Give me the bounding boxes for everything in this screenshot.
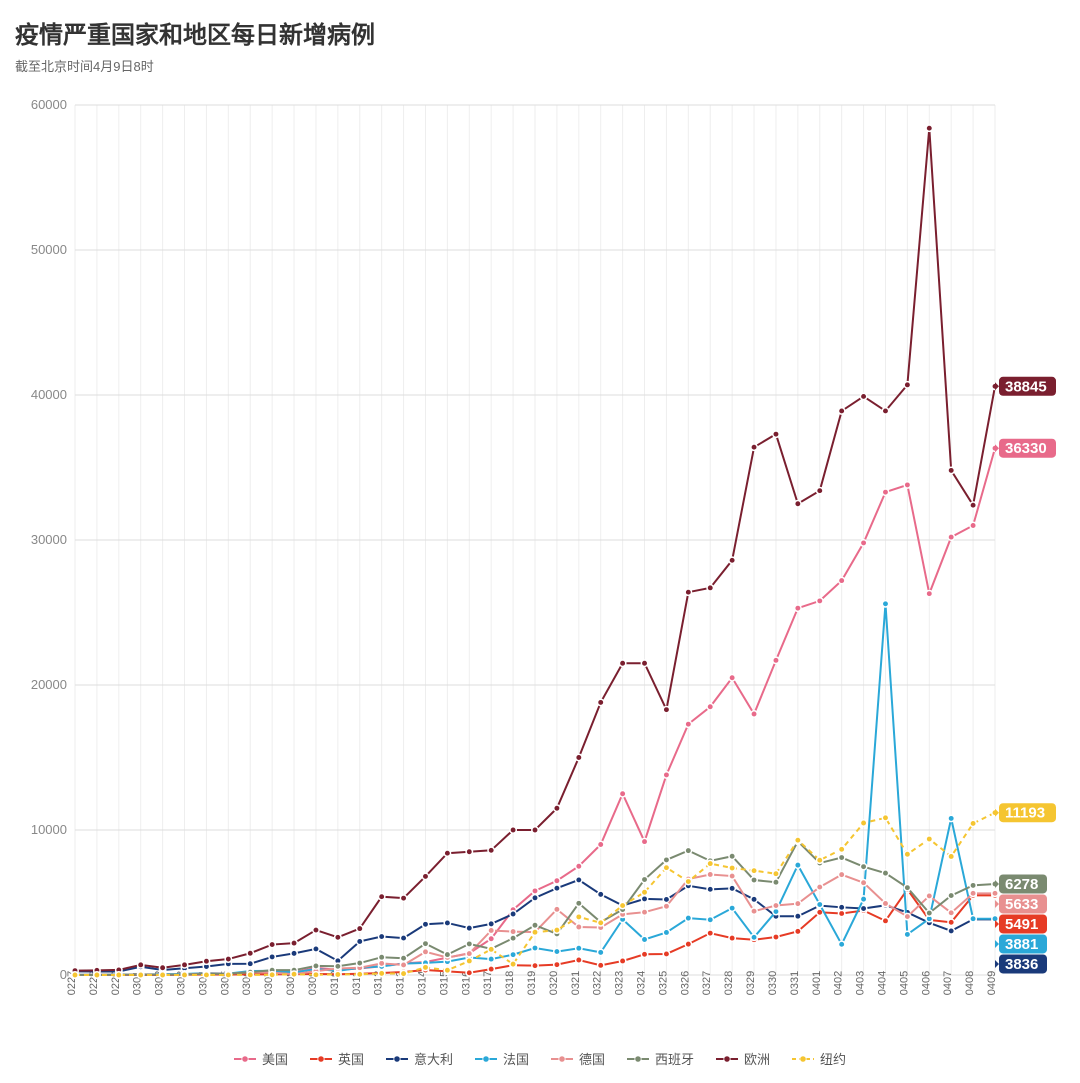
svg-text:0405: 0405 <box>898 971 910 995</box>
chart-container: 0100002000030000400005000060000022702280… <box>15 95 1065 1035</box>
svg-text:38845: 38845 <box>1005 378 1047 395</box>
svg-text:0330: 0330 <box>767 971 779 995</box>
svg-text:3881: 3881 <box>1005 936 1038 953</box>
svg-text:5633: 5633 <box>1005 896 1038 913</box>
svg-text:0408: 0408 <box>964 971 976 995</box>
svg-text:0402: 0402 <box>833 971 845 995</box>
svg-text:5491: 5491 <box>1005 916 1038 933</box>
svg-text:0318: 0318 <box>504 971 516 995</box>
svg-text:36330: 36330 <box>1005 440 1047 457</box>
svg-text:0321: 0321 <box>570 971 582 995</box>
svg-text:60000: 60000 <box>31 97 67 112</box>
svg-text:0406: 0406 <box>920 971 932 995</box>
svg-text:40000: 40000 <box>31 387 67 402</box>
svg-text:0320: 0320 <box>548 971 560 995</box>
svg-text:0319: 0319 <box>526 971 538 995</box>
svg-text:0323: 0323 <box>614 971 626 995</box>
svg-text:3836: 3836 <box>1005 956 1038 973</box>
svg-text:11193: 11193 <box>1005 805 1045 822</box>
svg-text:0328: 0328 <box>723 971 735 995</box>
svg-text:0324: 0324 <box>636 971 648 995</box>
svg-text:0327: 0327 <box>701 971 713 995</box>
svg-text:20000: 20000 <box>31 677 67 692</box>
svg-text:0404: 0404 <box>876 971 888 995</box>
svg-text:0322: 0322 <box>592 971 604 995</box>
svg-text:50000: 50000 <box>31 242 67 257</box>
svg-text:0325: 0325 <box>657 971 669 995</box>
svg-text:0331: 0331 <box>789 971 801 995</box>
chart-title: 疫情严重国家和地区每日新增病例 <box>15 15 1065 50</box>
svg-text:0329: 0329 <box>745 971 757 995</box>
svg-text:0317: 0317 <box>482 971 494 995</box>
svg-text:0407: 0407 <box>942 971 954 995</box>
chart-subtitle: 截至北京时间4月9日8时 <box>15 56 1065 75</box>
svg-text:30000: 30000 <box>31 532 67 547</box>
svg-text:10000: 10000 <box>31 822 67 837</box>
svg-text:6278: 6278 <box>1005 876 1038 893</box>
line-chart: 0100002000030000400005000060000022702280… <box>15 95 1065 1035</box>
svg-text:0326: 0326 <box>679 971 691 995</box>
svg-text:0314: 0314 <box>416 971 428 995</box>
svg-text:0409: 0409 <box>986 971 998 995</box>
svg-text:0403: 0403 <box>855 971 867 995</box>
svg-text:0401: 0401 <box>811 971 823 995</box>
